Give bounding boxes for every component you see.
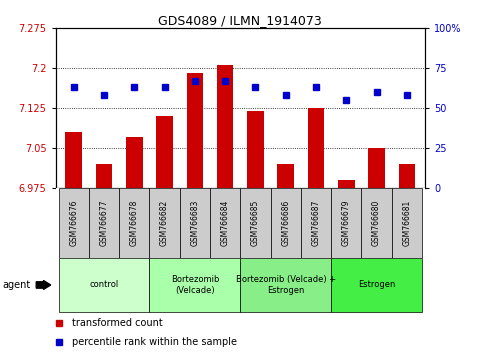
Bar (89, 188, 119, 258)
Bar (210, 188, 241, 258)
Text: GSM766685: GSM766685 (251, 200, 260, 246)
Text: Bortezomib (Velcade) +
Estrogen: Bortezomib (Velcade) + Estrogen (236, 275, 336, 295)
Text: percentile rank within the sample: percentile rank within the sample (72, 337, 237, 347)
Bar (149, 258, 241, 312)
Text: GSM766684: GSM766684 (221, 200, 229, 246)
Text: Bortezomib
(Velcade): Bortezomib (Velcade) (170, 275, 219, 295)
Text: GSM766687: GSM766687 (312, 200, 321, 246)
Text: control: control (89, 280, 119, 290)
Bar (331, 258, 422, 312)
Bar (270, 188, 301, 258)
Text: GSM766682: GSM766682 (160, 200, 169, 246)
Bar (119, 188, 149, 258)
Bar (180, 188, 210, 258)
Text: transformed count: transformed count (72, 318, 163, 329)
Bar (65, 132, 82, 188)
Bar (217, 65, 233, 188)
Text: Estrogen: Estrogen (358, 280, 395, 290)
Bar (149, 188, 180, 258)
Text: GSM766686: GSM766686 (281, 200, 290, 246)
Bar (301, 188, 331, 258)
Text: GSM766683: GSM766683 (190, 200, 199, 246)
Bar (58, 258, 149, 312)
Bar (241, 258, 331, 312)
Bar (186, 73, 203, 188)
Bar (392, 188, 422, 258)
Bar (96, 164, 113, 188)
Bar (308, 108, 325, 188)
Bar (156, 116, 173, 188)
Text: GSM766681: GSM766681 (402, 200, 412, 246)
Bar (398, 164, 415, 188)
Text: GSM766678: GSM766678 (130, 200, 139, 246)
Bar (126, 137, 142, 188)
Bar (58, 188, 89, 258)
Bar (338, 179, 355, 188)
Bar (368, 148, 385, 188)
Bar (277, 164, 294, 188)
Bar (247, 110, 264, 188)
Text: GSM766676: GSM766676 (69, 200, 78, 246)
Bar (331, 188, 361, 258)
Text: GSM766679: GSM766679 (342, 200, 351, 246)
Text: GSM766680: GSM766680 (372, 200, 381, 246)
Bar (241, 188, 270, 258)
Text: GSM766677: GSM766677 (99, 200, 109, 246)
Title: GDS4089 / ILMN_1914073: GDS4089 / ILMN_1914073 (158, 14, 322, 27)
Bar (361, 188, 392, 258)
Text: agent: agent (2, 280, 30, 290)
